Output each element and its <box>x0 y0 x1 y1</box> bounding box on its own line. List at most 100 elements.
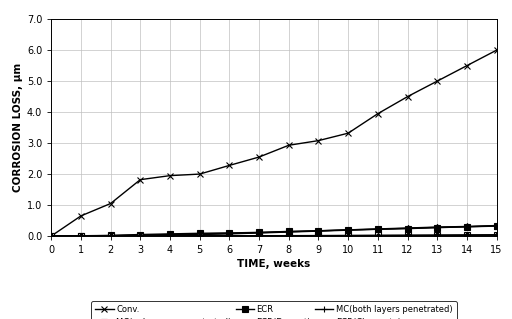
ECR(Dupont) <box>48 234 54 238</box>
MC(only epoxy penetrated) <box>494 233 500 237</box>
ECR(Dupont) <box>226 231 232 235</box>
ECR(Chromate) <box>108 234 114 238</box>
MC(both layers penetrated) <box>375 227 381 231</box>
MC(only epoxy penetrated) <box>464 233 470 237</box>
MC(both layers penetrated) <box>494 224 500 228</box>
ECR <box>345 228 351 232</box>
ECR(Dupont) <box>494 224 500 227</box>
ECR(Chromate) <box>375 234 381 237</box>
Y-axis label: CORROSION LOSS, µm: CORROSION LOSS, µm <box>13 63 23 192</box>
MC(only epoxy penetrated) <box>404 234 411 237</box>
ECR(Dupont) <box>78 234 84 238</box>
MC(only epoxy penetrated) <box>197 234 203 238</box>
MC(both layers penetrated) <box>315 229 322 233</box>
MC(only epoxy penetrated) <box>137 234 143 238</box>
ECR(Chromate) <box>78 234 84 238</box>
ECR <box>404 227 411 231</box>
ECR(Valspar) <box>345 234 351 238</box>
ECR(Valspar) <box>286 234 292 238</box>
ECR <box>494 224 500 228</box>
MC(both layers penetrated) <box>434 226 440 229</box>
MC(only epoxy penetrated) <box>226 234 232 238</box>
MC(both layers penetrated) <box>48 234 54 238</box>
Conv. <box>404 95 411 99</box>
ECR <box>226 231 232 235</box>
ECR(Valspar) <box>226 234 232 238</box>
ECR(Chromate) <box>286 234 292 238</box>
ECR(Chromate) <box>197 234 203 238</box>
ECR <box>375 227 381 231</box>
MC(only epoxy penetrated) <box>434 234 440 237</box>
Conv. <box>108 202 114 205</box>
Conv. <box>137 178 143 182</box>
ECR <box>464 225 470 229</box>
ECR(Valspar) <box>48 234 54 238</box>
MC(only epoxy penetrated) <box>108 234 114 238</box>
ECR(Dupont) <box>434 225 440 229</box>
ECR <box>286 229 292 233</box>
ECR <box>48 234 54 238</box>
ECR <box>256 230 262 234</box>
MC(both layers penetrated) <box>404 226 411 230</box>
ECR(Dupont) <box>315 229 322 233</box>
Conv. <box>167 174 173 178</box>
ECR(Chromate) <box>434 234 440 237</box>
Line: Conv.: Conv. <box>49 47 499 239</box>
MC(both layers penetrated) <box>167 233 173 237</box>
Conv. <box>48 234 54 238</box>
MC(both layers penetrated) <box>345 228 351 232</box>
ECR(Valspar) <box>108 234 114 238</box>
Conv. <box>286 143 292 147</box>
MC(both layers penetrated) <box>108 234 114 238</box>
Line: MC(only epoxy penetrated): MC(only epoxy penetrated) <box>49 232 499 239</box>
ECR(Valspar) <box>375 234 381 237</box>
Conv. <box>345 131 351 135</box>
Line: ECR(Dupont): ECR(Dupont) <box>49 223 499 239</box>
ECR(Valspar) <box>434 234 440 237</box>
Conv. <box>197 172 203 176</box>
ECR(Dupont) <box>108 234 114 238</box>
Conv. <box>375 112 381 115</box>
MC(both layers penetrated) <box>226 232 232 236</box>
MC(both layers penetrated) <box>256 231 262 235</box>
ECR(Valspar) <box>78 234 84 238</box>
ECR(Chromate) <box>137 234 143 238</box>
ECR(Chromate) <box>315 234 322 238</box>
Conv. <box>256 155 262 159</box>
ECR(Valspar) <box>494 233 500 237</box>
ECR <box>167 232 173 236</box>
MC(both layers penetrated) <box>286 230 292 234</box>
Conv. <box>494 48 500 52</box>
Line: MC(both layers penetrated): MC(both layers penetrated) <box>48 223 500 240</box>
MC(only epoxy penetrated) <box>345 234 351 237</box>
ECR(Valspar) <box>137 234 143 238</box>
ECR(Chromate) <box>494 233 500 237</box>
Conv. <box>315 139 322 143</box>
MC(both layers penetrated) <box>464 225 470 229</box>
Line: ECR(Chromate): ECR(Chromate) <box>49 233 499 238</box>
Legend: Conv., MC(only epoxy penetrated), ECR(Valspar), ECR, ECR(Dupont), MC(both layers: Conv., MC(only epoxy penetrated), ECR(Va… <box>91 301 457 319</box>
X-axis label: TIME, weeks: TIME, weeks <box>237 259 311 269</box>
ECR(Chromate) <box>226 234 232 238</box>
ECR <box>78 234 84 238</box>
ECR(Valspar) <box>256 234 262 238</box>
Line: ECR(Valspar): ECR(Valspar) <box>48 232 500 240</box>
ECR(Dupont) <box>286 230 292 234</box>
MC(both layers penetrated) <box>137 234 143 237</box>
MC(only epoxy penetrated) <box>286 234 292 238</box>
Conv. <box>226 164 232 167</box>
ECR(Chromate) <box>256 234 262 238</box>
ECR(Dupont) <box>167 233 173 236</box>
ECR(Valspar) <box>315 234 322 238</box>
ECR <box>315 229 322 233</box>
ECR(Dupont) <box>375 227 381 231</box>
ECR(Valspar) <box>197 234 203 238</box>
ECR(Dupont) <box>464 225 470 228</box>
ECR(Chromate) <box>404 234 411 237</box>
ECR(Valspar) <box>464 233 470 237</box>
Line: ECR: ECR <box>49 223 499 239</box>
Conv. <box>464 64 470 68</box>
ECR(Chromate) <box>48 234 54 238</box>
Conv. <box>78 214 84 218</box>
MC(only epoxy penetrated) <box>315 234 322 238</box>
